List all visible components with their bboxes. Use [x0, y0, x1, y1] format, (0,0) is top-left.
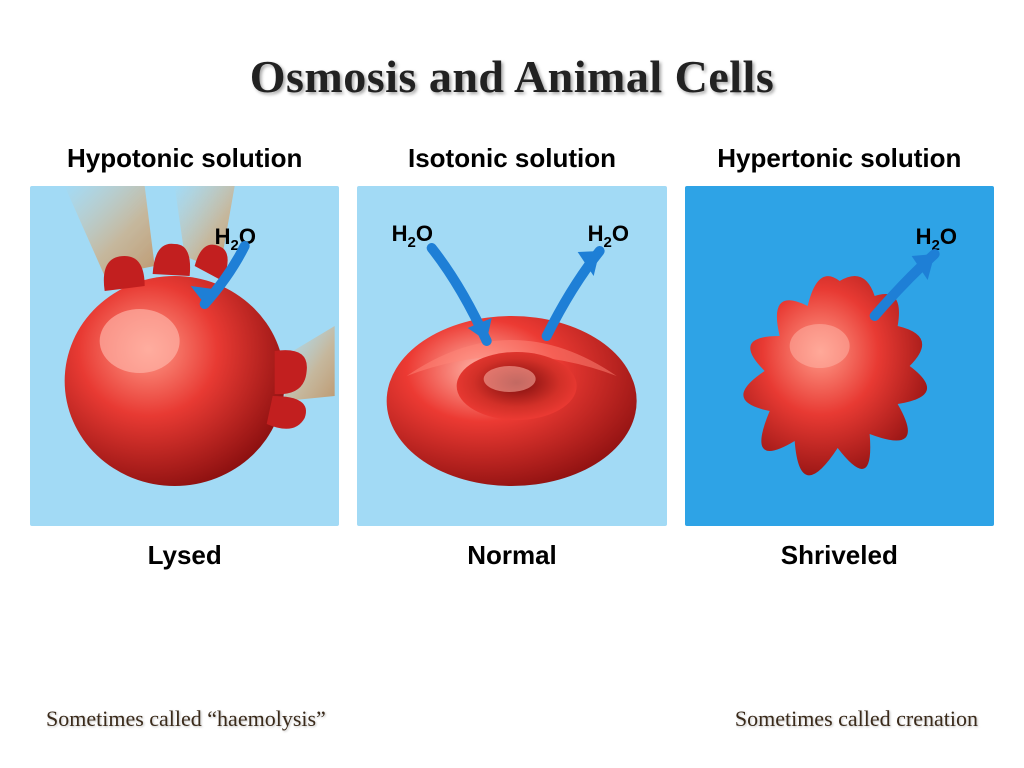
- footnote-left: Sometimes called “haemolysis”: [46, 706, 326, 732]
- cell-body: [65, 276, 285, 486]
- page-title: Osmosis and Animal Cells: [0, 0, 1024, 103]
- panel-hypertonic: Hypertonic solution H2O: [685, 143, 994, 571]
- shriveled-cell-svg: H2O: [685, 186, 994, 526]
- h2o-label-out: H2O: [588, 221, 629, 251]
- cell-body: [743, 276, 927, 475]
- arrow-out: [547, 251, 600, 336]
- panel-header: Hypertonic solution: [685, 143, 994, 174]
- footnote-right: Sometimes called crenation: [735, 706, 978, 732]
- panel-hypotonic: Hypotonic solution: [30, 143, 339, 571]
- h2o-label-in: H2O: [392, 221, 433, 251]
- panel-isotonic: Isotonic solution: [357, 143, 666, 571]
- panel-caption: Lysed: [30, 540, 339, 571]
- cell-highlight: [789, 324, 849, 368]
- panel-box: H2O: [30, 186, 339, 526]
- panel-box: H2O: [685, 186, 994, 526]
- panel-header: Hypotonic solution: [30, 143, 339, 174]
- arrow-out: [874, 254, 934, 316]
- footer: Sometimes called “haemolysis” Sometimes …: [0, 706, 1024, 732]
- panel-header: Isotonic solution: [357, 143, 666, 174]
- cell-highlight: [100, 309, 180, 373]
- lysed-cell-svg: H2O: [30, 186, 339, 526]
- panel-caption: Normal: [357, 540, 666, 571]
- panels-row: Hypotonic solution: [0, 103, 1024, 571]
- normal-cell-svg: H2O H2O: [357, 186, 666, 526]
- panel-box: H2O H2O: [357, 186, 666, 526]
- panel-caption: Shriveled: [685, 540, 994, 571]
